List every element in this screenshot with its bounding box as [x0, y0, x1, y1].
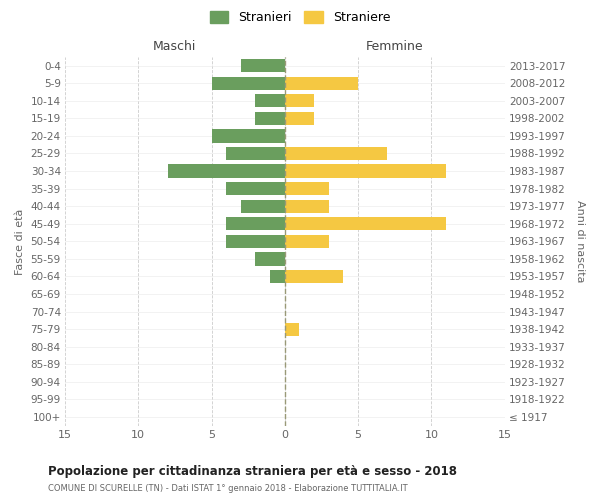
Text: COMUNE DI SCURELLE (TN) - Dati ISTAT 1° gennaio 2018 - Elaborazione TUTTITALIA.I: COMUNE DI SCURELLE (TN) - Dati ISTAT 1° …: [48, 484, 407, 493]
Bar: [256, 94, 285, 108]
Text: Popolazione per cittadinanza straniera per età e sesso - 2018: Popolazione per cittadinanza straniera p…: [48, 465, 457, 478]
Bar: [285, 182, 329, 195]
Bar: [285, 270, 343, 283]
Y-axis label: Fasce di età: Fasce di età: [15, 208, 25, 274]
Y-axis label: Anni di nascita: Anni di nascita: [575, 200, 585, 282]
Bar: [256, 112, 285, 125]
Bar: [212, 76, 285, 90]
Bar: [270, 270, 285, 283]
Bar: [285, 76, 358, 90]
Bar: [167, 164, 285, 177]
Bar: [226, 182, 285, 195]
Bar: [285, 322, 299, 336]
Text: Femmine: Femmine: [366, 40, 424, 53]
Bar: [241, 200, 285, 213]
Bar: [285, 94, 314, 108]
Text: Maschi: Maschi: [153, 40, 197, 53]
Bar: [285, 164, 446, 177]
Bar: [241, 59, 285, 72]
Bar: [285, 147, 388, 160]
Bar: [226, 217, 285, 230]
Bar: [226, 147, 285, 160]
Bar: [212, 130, 285, 142]
Bar: [285, 200, 329, 213]
Legend: Stranieri, Straniere: Stranieri, Straniere: [205, 6, 395, 29]
Bar: [256, 252, 285, 266]
Bar: [226, 235, 285, 248]
Bar: [285, 112, 314, 125]
Bar: [285, 235, 329, 248]
Bar: [285, 217, 446, 230]
